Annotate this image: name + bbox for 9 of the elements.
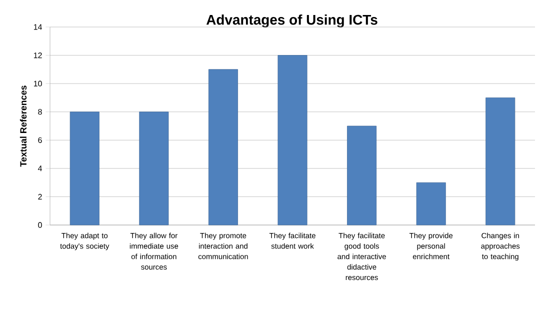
bar [347,126,377,226]
y-axis-title: Textual References [20,86,27,167]
bar [486,98,516,226]
bar [278,55,308,226]
bar [208,69,238,226]
bar [70,112,100,226]
bar [139,112,169,226]
bar [416,182,446,226]
chart-title: Advantages of Using ICTs [206,14,378,28]
